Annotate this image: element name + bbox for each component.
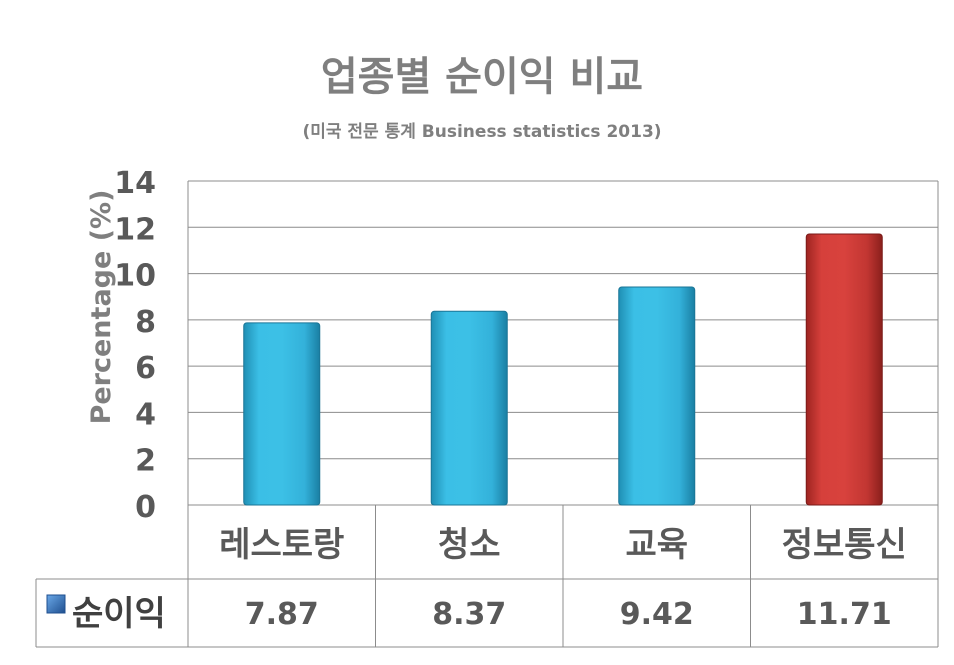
chart-title: 업종별 순이익 비교 bbox=[321, 54, 643, 100]
x-tick-label: 정보통신 bbox=[782, 525, 907, 565]
y-tick-label: 0 bbox=[135, 490, 156, 525]
y-tick-label: 4 bbox=[135, 397, 156, 432]
bar bbox=[430, 310, 508, 506]
legend-marker bbox=[46, 594, 66, 614]
bar bbox=[805, 233, 883, 506]
data-label: 11.71 bbox=[797, 597, 892, 632]
y-tick-label: 12 bbox=[114, 212, 156, 247]
x-tick-label: 레스토랑 bbox=[219, 525, 344, 565]
y-tick-label: 2 bbox=[135, 444, 156, 479]
bar bbox=[243, 322, 321, 506]
x-tick-label: 청소 bbox=[438, 525, 501, 565]
y-axis-label: Percentage (%) bbox=[86, 190, 117, 425]
y-tick-label: 6 bbox=[135, 351, 156, 386]
legend-series-name: 순이익 bbox=[72, 594, 166, 634]
chart-subtitle: (미국 전문 통계 Business statistics 2013) bbox=[302, 122, 661, 142]
x-tick-label: 교육 bbox=[625, 525, 688, 565]
bars bbox=[243, 233, 883, 506]
bar bbox=[618, 286, 696, 506]
data-label: 8.37 bbox=[432, 597, 506, 632]
data-label: 7.87 bbox=[245, 597, 319, 632]
y-tick-label: 14 bbox=[114, 166, 156, 201]
y-tick-label: 10 bbox=[114, 259, 156, 294]
data-label: 9.42 bbox=[620, 597, 694, 632]
y-axis-ticks: 0 2 4 6 8 10 12 14 bbox=[114, 166, 156, 525]
y-tick-label: 8 bbox=[135, 305, 156, 340]
